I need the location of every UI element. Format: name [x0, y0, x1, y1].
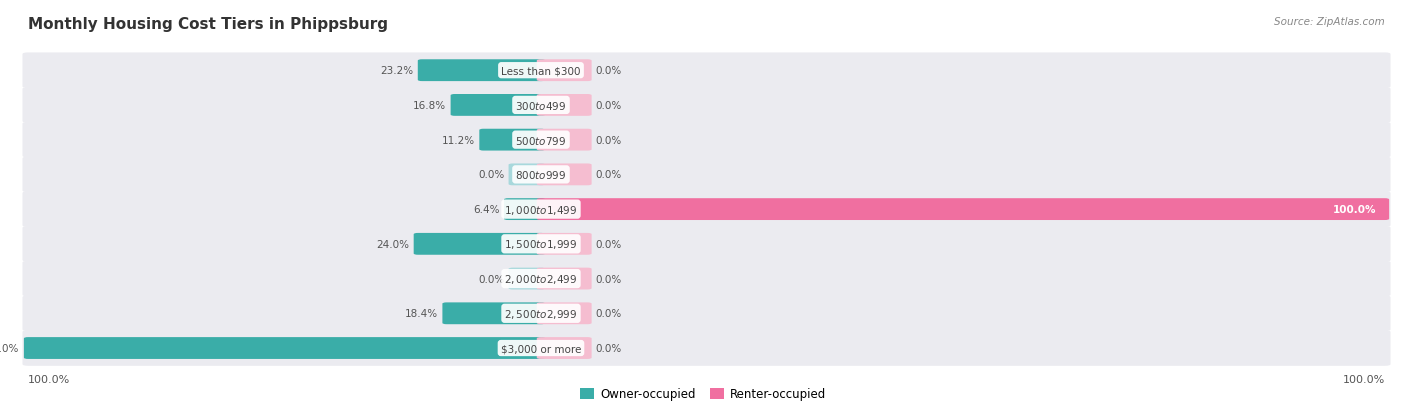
- Text: 0.0%: 0.0%: [596, 274, 621, 284]
- Text: 100.0%: 100.0%: [1333, 204, 1376, 215]
- FancyBboxPatch shape: [22, 226, 1391, 262]
- FancyBboxPatch shape: [443, 303, 546, 325]
- FancyBboxPatch shape: [537, 337, 592, 359]
- FancyBboxPatch shape: [537, 268, 592, 290]
- FancyBboxPatch shape: [24, 337, 546, 359]
- FancyBboxPatch shape: [22, 53, 1391, 89]
- FancyBboxPatch shape: [509, 268, 546, 290]
- FancyBboxPatch shape: [418, 60, 546, 82]
- FancyBboxPatch shape: [509, 164, 546, 186]
- Text: 24.0%: 24.0%: [377, 239, 409, 249]
- Text: 0.0%: 0.0%: [596, 170, 621, 180]
- FancyBboxPatch shape: [22, 157, 1391, 193]
- FancyBboxPatch shape: [22, 192, 1391, 227]
- Text: $1,000 to $1,499: $1,000 to $1,499: [505, 203, 578, 216]
- Text: 0.0%: 0.0%: [596, 135, 621, 145]
- Text: $1,500 to $1,999: $1,500 to $1,999: [505, 238, 578, 251]
- FancyBboxPatch shape: [537, 199, 1389, 221]
- Text: 100.0%: 100.0%: [0, 343, 20, 353]
- FancyBboxPatch shape: [22, 296, 1391, 331]
- Legend: Owner-occupied, Renter-occupied: Owner-occupied, Renter-occupied: [575, 383, 831, 405]
- Text: Source: ZipAtlas.com: Source: ZipAtlas.com: [1274, 17, 1385, 26]
- Text: $500 to $799: $500 to $799: [516, 134, 567, 146]
- Text: 0.0%: 0.0%: [478, 170, 505, 180]
- Text: $2,500 to $2,999: $2,500 to $2,999: [505, 307, 578, 320]
- Text: 0.0%: 0.0%: [596, 309, 621, 318]
- FancyBboxPatch shape: [537, 60, 592, 82]
- Text: 16.8%: 16.8%: [413, 101, 446, 111]
- FancyBboxPatch shape: [22, 123, 1391, 158]
- Text: $2,000 to $2,499: $2,000 to $2,499: [505, 273, 578, 285]
- FancyBboxPatch shape: [22, 330, 1391, 366]
- FancyBboxPatch shape: [22, 261, 1391, 297]
- FancyBboxPatch shape: [537, 95, 592, 116]
- FancyBboxPatch shape: [537, 129, 592, 151]
- Text: Less than $300: Less than $300: [501, 66, 581, 76]
- Text: 11.2%: 11.2%: [441, 135, 475, 145]
- Text: 0.0%: 0.0%: [596, 343, 621, 353]
- Text: 0.0%: 0.0%: [596, 101, 621, 111]
- Text: 0.0%: 0.0%: [478, 274, 505, 284]
- Text: 6.4%: 6.4%: [474, 204, 499, 215]
- FancyBboxPatch shape: [537, 233, 592, 255]
- FancyBboxPatch shape: [22, 88, 1391, 123]
- FancyBboxPatch shape: [537, 303, 592, 325]
- FancyBboxPatch shape: [413, 233, 546, 255]
- Text: 18.4%: 18.4%: [405, 309, 439, 318]
- Text: 0.0%: 0.0%: [596, 239, 621, 249]
- Text: Monthly Housing Cost Tiers in Phippsburg: Monthly Housing Cost Tiers in Phippsburg: [28, 17, 388, 31]
- Text: 100.0%: 100.0%: [1343, 374, 1385, 384]
- FancyBboxPatch shape: [450, 95, 546, 116]
- FancyBboxPatch shape: [503, 199, 546, 221]
- FancyBboxPatch shape: [479, 129, 546, 151]
- Text: 0.0%: 0.0%: [596, 66, 621, 76]
- Text: $300 to $499: $300 to $499: [516, 100, 567, 112]
- FancyBboxPatch shape: [537, 164, 592, 186]
- Text: $3,000 or more: $3,000 or more: [501, 343, 581, 353]
- Text: 100.0%: 100.0%: [28, 374, 70, 384]
- Text: 23.2%: 23.2%: [381, 66, 413, 76]
- Text: $800 to $999: $800 to $999: [516, 169, 567, 181]
